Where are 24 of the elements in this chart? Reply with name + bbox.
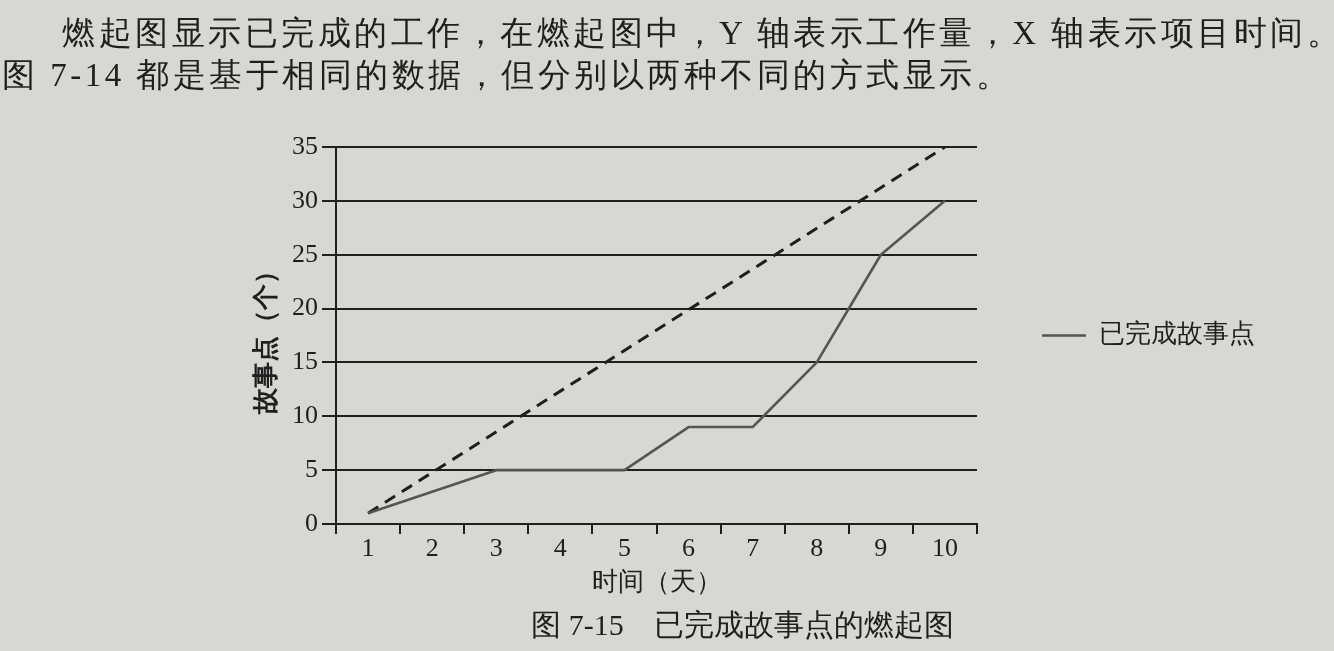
y-tick-label: 15: [292, 346, 318, 376]
x-tick-label: 5: [617, 533, 631, 563]
text: 图 7-15 已完成故事点的燃起图: [531, 607, 954, 641]
y-axis-title: 故事点（个）: [250, 257, 281, 415]
x-axis-title: 时间（天）: [591, 566, 722, 597]
x-tick-label: 2: [425, 533, 439, 563]
x-tick-label: 10: [931, 533, 958, 563]
y-tick-label: 20: [292, 292, 318, 322]
caption: 图 7-14 都是基于相同的数据，但分别以两种不同的方式显示。: [2, 56, 1013, 95]
x-tick-label: 8: [810, 533, 824, 563]
x-tick-label: 7: [746, 533, 760, 563]
x-tick-label: 3: [489, 533, 503, 563]
legend-label: 已完成故事点: [1099, 319, 1255, 349]
y-tick-label: 30: [292, 184, 318, 214]
x-tick-label: 1: [361, 533, 375, 563]
x-tick-label: 9: [874, 533, 888, 563]
y-tick-label: 25: [292, 238, 318, 268]
y-tick-label: 10: [292, 400, 318, 430]
x-tick-label: 6: [682, 533, 696, 563]
y-tick-label: 35: [292, 130, 318, 160]
x-tick-label: 4: [553, 533, 567, 563]
y-tick-label: 5: [305, 453, 318, 483]
y-tick-label: 0: [305, 507, 318, 537]
text: 燃起图显示已完成的工作，在燃起图中，Y 轴表示工作量，X 轴表示项目时间。: [62, 14, 1334, 53]
